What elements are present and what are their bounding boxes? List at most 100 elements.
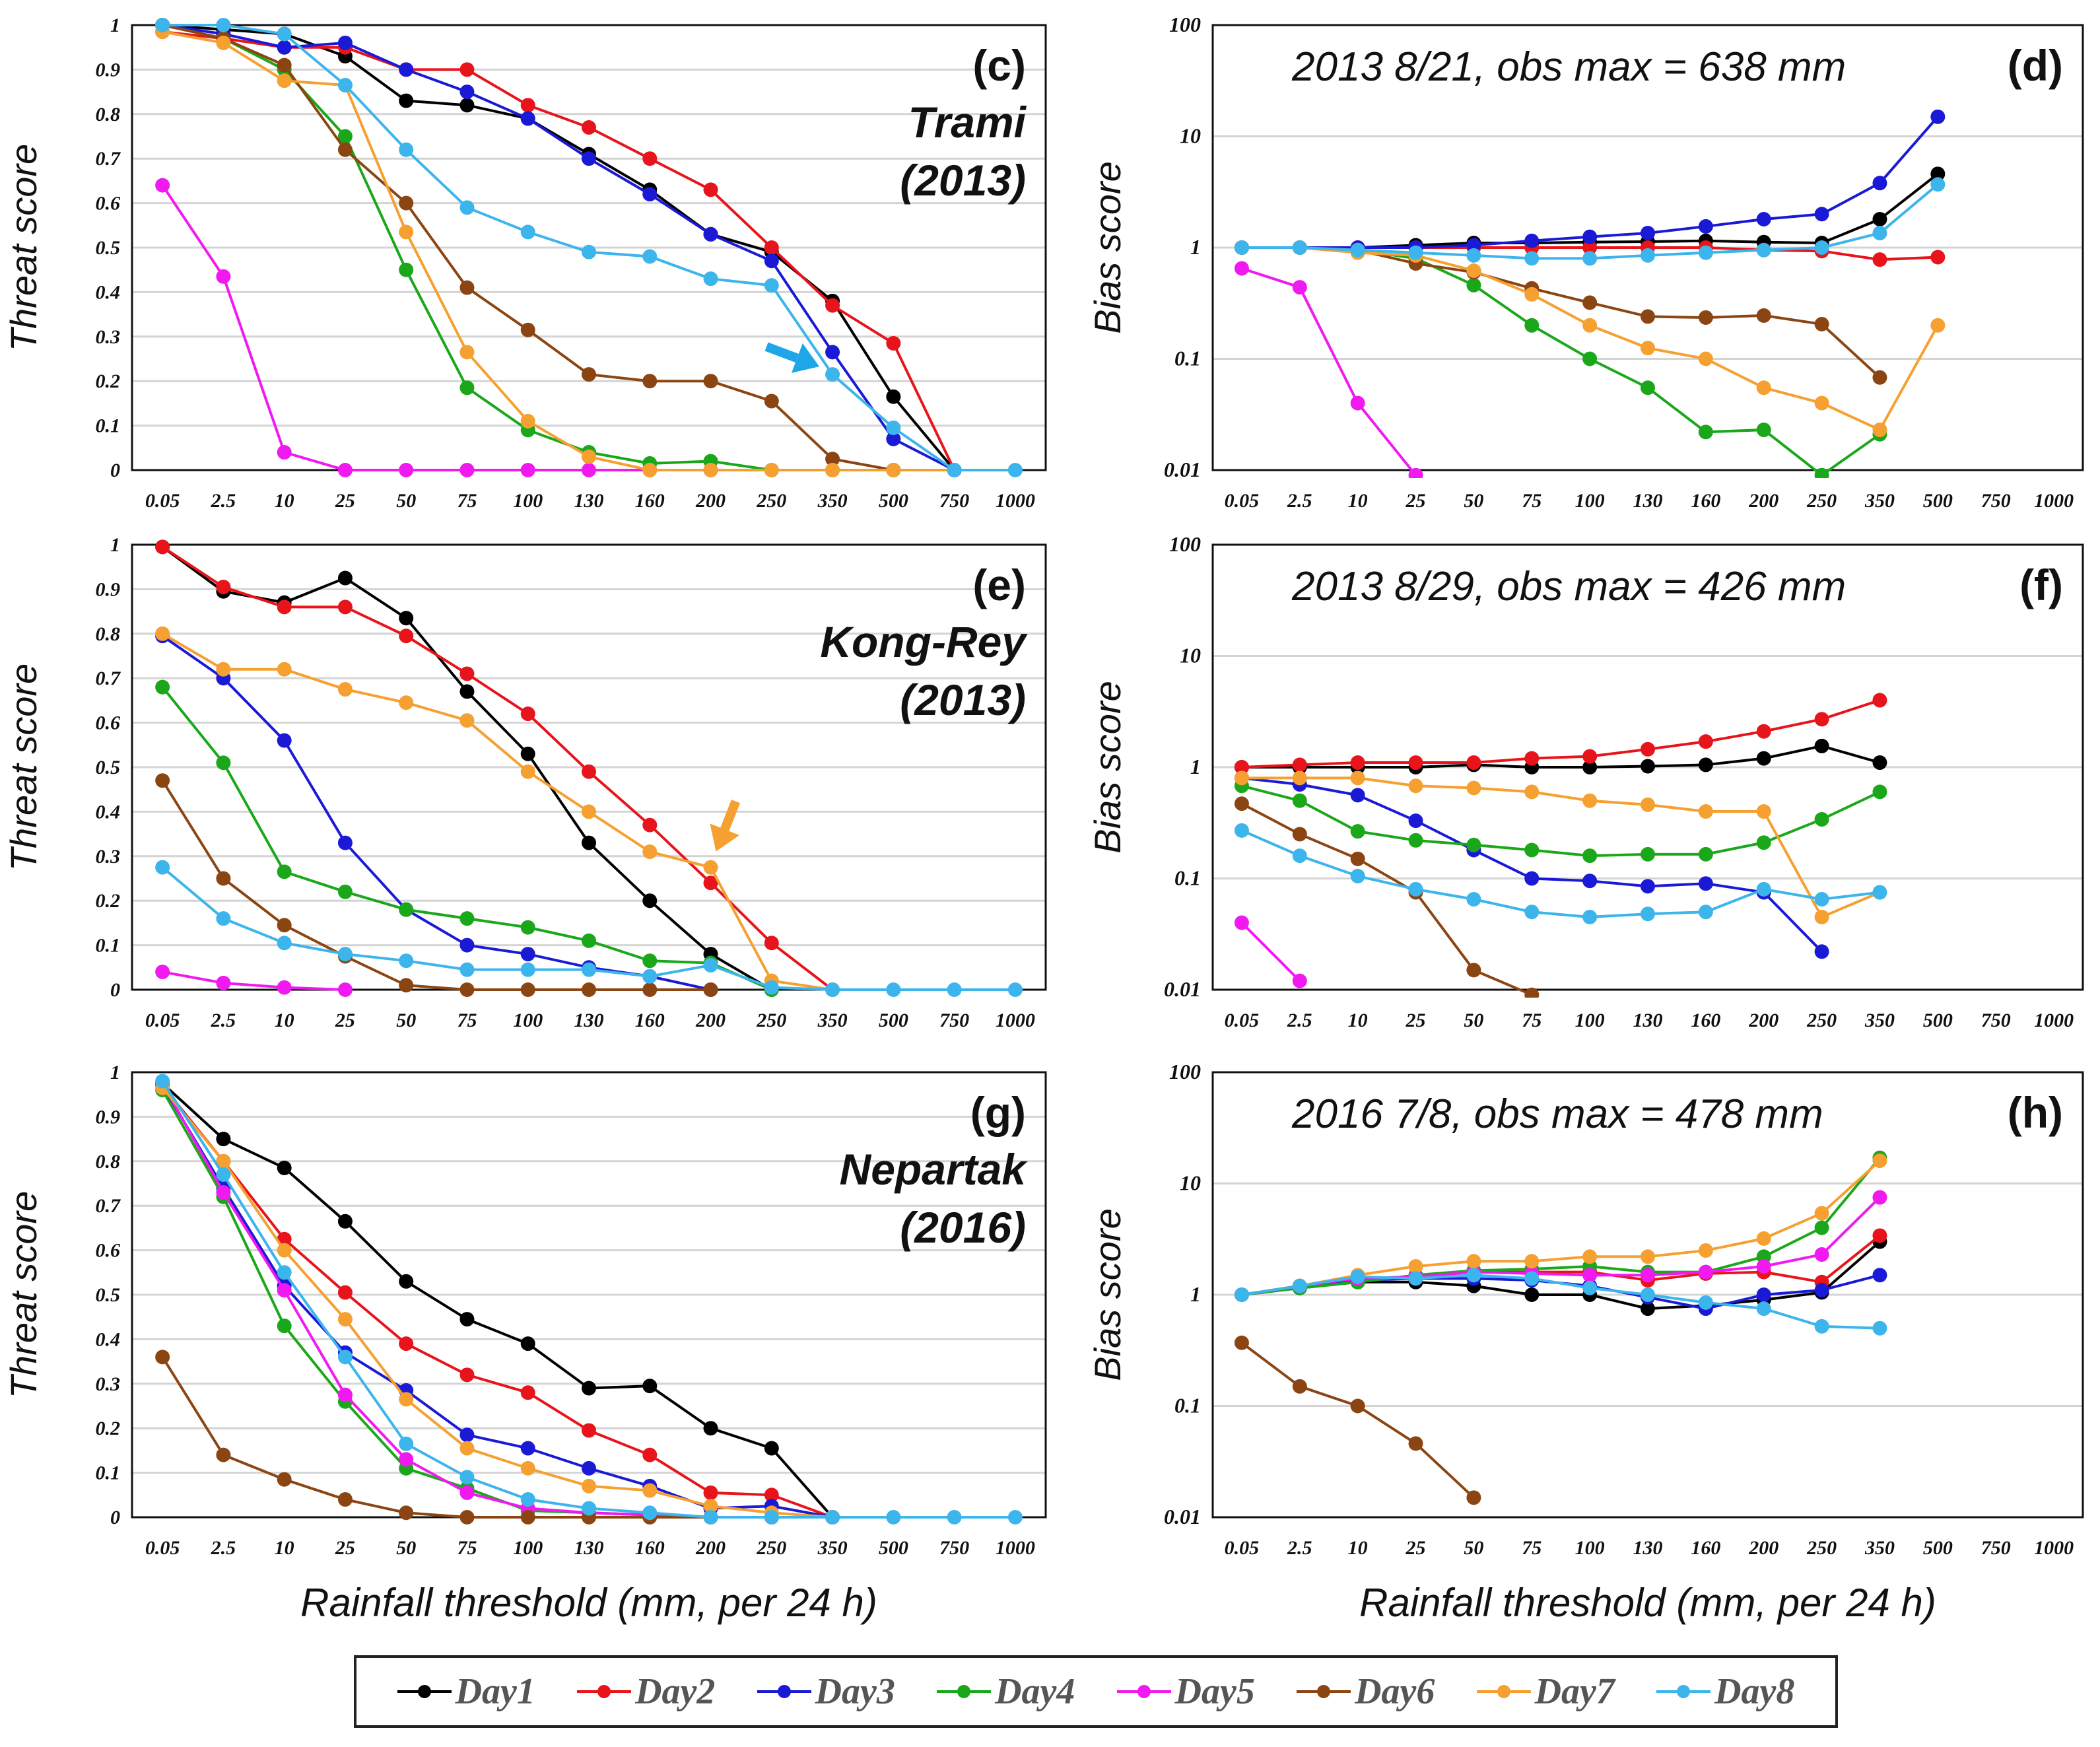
annotation-arrow-shaft <box>764 342 799 363</box>
data-point-day8 <box>582 962 596 977</box>
data-point-day1 <box>703 1421 718 1436</box>
x-tick-label: 750 <box>1981 1537 2011 1559</box>
data-point-day7 <box>1234 771 1249 786</box>
data-point-day7 <box>642 463 658 477</box>
panel-label: (g) <box>970 1088 1026 1137</box>
y-axis-label: Threat score <box>3 1191 44 1398</box>
y-tick-label: 10 <box>1180 1171 1201 1195</box>
data-point-day6 <box>642 374 658 389</box>
legend-label: Day4 <box>995 1671 1075 1712</box>
legend-item-day2: Day2 <box>577 1670 715 1713</box>
x-tick-label: 75 <box>457 1537 477 1559</box>
x-tick-label: 350 <box>817 1537 848 1559</box>
data-point-day2 <box>642 817 658 833</box>
legend-swatch <box>1656 1685 1711 1698</box>
data-point-day8 <box>886 420 901 435</box>
data-point-day8 <box>764 1510 779 1524</box>
data-point-day7 <box>399 1392 414 1407</box>
data-point-day5 <box>1234 915 1249 930</box>
data-point-day2 <box>1292 757 1307 772</box>
legend-label: Day7 <box>1534 1671 1615 1712</box>
data-point-day2 <box>642 1447 658 1462</box>
data-point-day7 <box>1524 1254 1540 1269</box>
data-point-day3 <box>1524 871 1540 886</box>
y-tick-label: 0.01 <box>1164 1505 1201 1528</box>
data-point-day8 <box>1234 1287 1249 1302</box>
data-point-day8 <box>764 278 779 293</box>
data-point-day8 <box>1698 905 1713 920</box>
series-layer <box>1234 109 1946 478</box>
data-point-day8 <box>1408 245 1423 260</box>
data-point-day3 <box>399 62 414 77</box>
data-point-day2 <box>703 875 718 891</box>
data-point-day4 <box>1641 846 1655 862</box>
x-tick-label: 0.05 <box>1225 1010 1260 1031</box>
data-point-day1 <box>277 1160 292 1175</box>
data-point-day5 <box>1292 280 1307 295</box>
data-point-day3 <box>277 733 292 748</box>
x-tick-label: 100 <box>513 1010 543 1031</box>
x-tick-label: 2.5 <box>211 490 236 512</box>
panel-title: 2016 7/8, obs max = 478 mm <box>1291 1091 1823 1137</box>
series-line-day6 <box>1240 1342 1475 1499</box>
data-point-day6 <box>155 773 170 788</box>
data-point-day7 <box>582 804 596 819</box>
data-point-day5 <box>399 1452 414 1467</box>
data-point-day1 <box>399 1274 414 1289</box>
data-point-day5 <box>1582 1268 1598 1283</box>
data-point-day4 <box>277 1319 292 1334</box>
panel-label: (h) <box>2008 1088 2063 1137</box>
panel-c: 0 0.1 0.2 0.3 0.4 0.5 0.6 0.7 0.8 0.9 1 0.05 2.5 10 25… <box>3 15 1047 512</box>
y-tick-label: 1 <box>1190 1282 1201 1306</box>
x-tick-label: 10 <box>1348 1537 1368 1559</box>
y-tick-label: 0.1 <box>96 1462 121 1484</box>
x-tick-label: 1000 <box>996 490 1035 512</box>
series-line-day6 <box>161 780 711 991</box>
data-point-day2 <box>1524 751 1540 766</box>
data-point-day5 <box>277 1283 292 1298</box>
data-point-day7 <box>520 413 535 428</box>
x-tick-label: 10 <box>1348 490 1368 512</box>
data-point-day7 <box>277 662 292 677</box>
data-point-day2 <box>886 335 901 351</box>
x-tick-label: 250 <box>756 1537 786 1559</box>
data-point-day2 <box>459 62 475 77</box>
data-point-day5 <box>1641 1268 1655 1283</box>
data-point-day5 <box>277 445 292 460</box>
x-tick-label: 0.05 <box>145 490 180 512</box>
annotation-arrow-head <box>710 823 740 852</box>
y-tick-label: 0.9 <box>96 578 121 600</box>
data-point-day8 <box>399 142 414 157</box>
data-point-day5 <box>1756 1258 1771 1274</box>
data-point-day5 <box>337 463 353 477</box>
series-line-day3 <box>161 634 711 991</box>
data-point-day3 <box>520 1441 535 1456</box>
data-point-day7 <box>277 73 292 88</box>
legend-swatch <box>1116 1685 1171 1698</box>
data-point-day6 <box>459 280 475 295</box>
data-point-day8 <box>1524 905 1540 920</box>
data-point-day2 <box>520 706 535 722</box>
plot-frame <box>1211 24 2084 471</box>
x-tick-label: 250 <box>1806 490 1837 512</box>
data-point-day3 <box>642 187 658 202</box>
data-point-day8 <box>1466 892 1481 907</box>
legend-swatch <box>757 1685 811 1698</box>
legend-label: Day2 <box>635 1671 716 1712</box>
data-point-day8 <box>1641 248 1655 263</box>
data-point-day1 <box>582 835 596 850</box>
data-point-day8 <box>1234 823 1249 838</box>
y-tick-label: 0.01 <box>1164 458 1201 481</box>
data-point-day6 <box>764 394 779 409</box>
data-point-day2 <box>277 599 292 615</box>
data-point-day5 <box>277 980 292 995</box>
legend: Day1 Day2 Day3 Day4 Day5 Day6 Day7 Day8 <box>354 1655 1838 1728</box>
data-point-day7 <box>703 1499 718 1514</box>
y-tick-label: 0.8 <box>96 623 121 645</box>
data-point-day3 <box>1930 109 1946 124</box>
series-line-day5 <box>162 971 346 991</box>
storm-year: (2013) <box>900 675 1026 724</box>
data-point-day4 <box>337 884 353 899</box>
data-point-day8 <box>520 1492 535 1507</box>
x-tick-label: 500 <box>879 490 908 512</box>
